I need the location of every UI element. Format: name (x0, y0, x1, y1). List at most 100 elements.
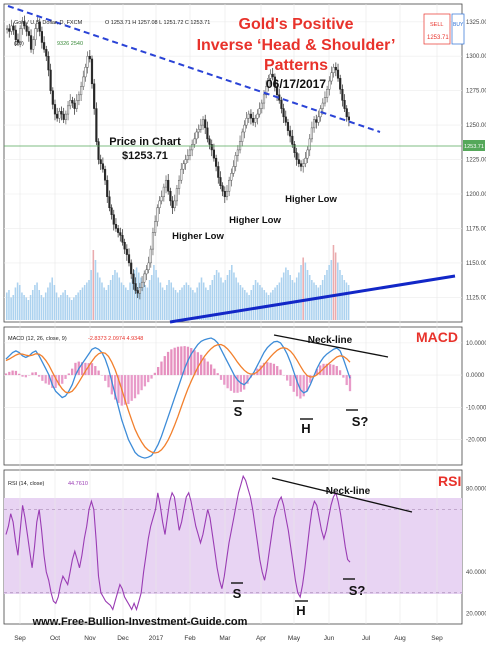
candle-body (156, 207, 159, 222)
rsi-gridlines (4, 509, 462, 594)
candle-body (140, 281, 144, 288)
candle-body (312, 119, 316, 129)
candle-body (69, 100, 72, 107)
volume-bar (44, 292, 47, 320)
volume-bar (68, 297, 71, 320)
volume-bar (157, 277, 160, 320)
candle-body (225, 190, 229, 198)
buy-box[interactable] (451, 13, 465, 45)
candle-body (127, 254, 131, 264)
macd-histogram-bar (289, 375, 292, 387)
candle-body (304, 157, 307, 164)
volume-bar (107, 285, 110, 320)
x-tick-label: Feb (184, 635, 196, 642)
candle-body (106, 179, 109, 198)
candle-body (297, 159, 300, 164)
candle-body (6, 28, 9, 30)
macd-histogram-bar (305, 375, 309, 391)
candle-body (90, 58, 94, 85)
x-tick-label: May (288, 635, 301, 642)
macd-histogram-bar (345, 375, 348, 386)
volume-bar (62, 292, 64, 320)
x-tick-label: Nov (84, 635, 96, 642)
macd-histogram-bar (223, 375, 226, 385)
candle-body (25, 25, 28, 32)
candle-body (173, 200, 176, 209)
volume-bar (179, 290, 181, 320)
macd-histogram-bar (31, 372, 34, 376)
volume-bar (304, 262, 307, 320)
volume-bar (146, 287, 149, 320)
candle-body (95, 108, 98, 142)
candle-body (130, 262, 133, 275)
volume-bar (185, 282, 188, 320)
volume-bar (174, 290, 177, 320)
candle-body (247, 113, 250, 119)
candle-body (339, 78, 342, 90)
macd-gridlines (4, 342, 462, 440)
volume-bar (287, 270, 289, 320)
x-tick-label: Oct (50, 635, 60, 642)
macd-histogram-bar (315, 368, 319, 376)
x-tick-label: Dec (117, 635, 129, 642)
candle-body (19, 28, 22, 43)
volume-header: 9326 2540 (57, 41, 83, 47)
macd-histogram-bar (4, 373, 8, 376)
macd-histogram-bar (190, 348, 193, 376)
candle-body (162, 186, 165, 198)
volume-bar (53, 285, 56, 320)
macd-histogram-bar (236, 375, 239, 393)
macd-histogram-bar (147, 375, 150, 383)
macd-histogram-bar (193, 350, 196, 376)
volume-bar (140, 277, 142, 320)
volume-bar (200, 277, 203, 320)
rsi-y-tick: 40.0000 (466, 570, 486, 576)
rsi-neck-line (271, 477, 413, 513)
macd-histogram-bar (269, 362, 272, 376)
candle-body (167, 179, 170, 192)
volume-bar (308, 275, 311, 320)
candle-body (299, 163, 303, 167)
candle-body (143, 273, 146, 283)
macd-histogram-bar (213, 368, 216, 376)
macd-histogram (4, 346, 352, 406)
volume-bar (218, 272, 220, 320)
downtrend-line (7, 5, 381, 133)
candle-body (273, 76, 276, 87)
macd-histogram-bar (272, 363, 276, 376)
candle-body (265, 86, 268, 96)
candle-body (232, 166, 235, 174)
macd-histogram-bar (170, 349, 173, 376)
candle-body (197, 128, 200, 133)
volume-bar (12, 295, 15, 320)
volume-bar (153, 265, 155, 320)
volume-bar (40, 295, 43, 320)
volume-bar (25, 297, 28, 320)
rsi-mark-s: S (233, 586, 242, 601)
macd-histogram-bar (137, 375, 140, 395)
volume-bar (337, 262, 339, 320)
x-tick-label: Jun (324, 635, 335, 642)
volume-bar (27, 300, 30, 320)
volume-bar (23, 295, 25, 320)
candle-body (134, 283, 137, 291)
candle-body (82, 76, 85, 87)
candle-body (32, 39, 35, 50)
volume-bar (263, 290, 266, 320)
rsi-header: RSI (14, close) (8, 481, 45, 487)
volume-bar (317, 287, 320, 320)
volume-bar (114, 270, 116, 320)
volume-bar (92, 250, 95, 320)
macd-histogram-bar (133, 375, 137, 399)
volume-bar (207, 290, 209, 320)
price-y-tick: 1150.00 (466, 261, 486, 267)
macd-histogram-bar (332, 364, 335, 376)
candle-body (8, 28, 11, 32)
candle-body (334, 66, 337, 71)
volume-bar (99, 277, 101, 320)
candle-body (64, 113, 67, 120)
macd-histogram-bar (229, 375, 233, 391)
volume-bar (172, 287, 175, 320)
sell-box[interactable] (423, 13, 451, 45)
macd-histogram-bar (259, 365, 262, 376)
